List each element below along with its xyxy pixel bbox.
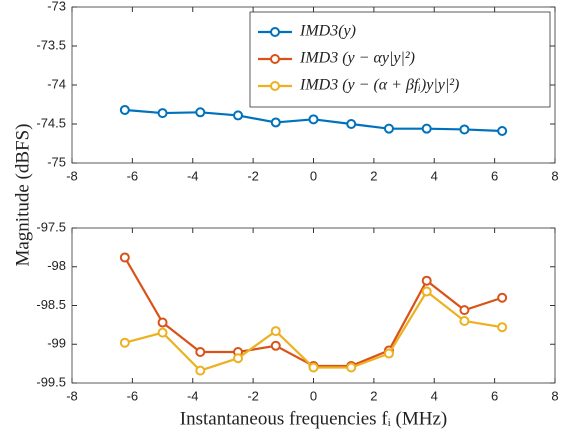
marker bbox=[195, 107, 206, 118]
x-tick-label: -2 bbox=[247, 388, 259, 403]
x-tick-label: 2 bbox=[370, 168, 377, 183]
marker bbox=[497, 126, 508, 137]
x-tick-label: 0 bbox=[310, 388, 317, 403]
legend-label: IMD3(y) bbox=[299, 23, 356, 40]
x-tick-label: 2 bbox=[370, 388, 377, 403]
x-tick-label: 4 bbox=[431, 168, 438, 183]
legend-label: IMD3 (y − αy|y|²) bbox=[299, 50, 415, 67]
y-axis-label: Magnitude (dBFS) bbox=[12, 123, 33, 266]
x-tick-label: -4 bbox=[187, 388, 199, 403]
x-tick-label: -8 bbox=[66, 168, 78, 183]
marker bbox=[459, 124, 470, 135]
marker bbox=[195, 365, 206, 376]
marker bbox=[346, 362, 357, 373]
x-tick-label: -4 bbox=[187, 168, 199, 183]
x-tick-label: -6 bbox=[127, 168, 139, 183]
x-tick-label: 0 bbox=[310, 168, 317, 183]
marker bbox=[195, 347, 206, 357]
marker bbox=[383, 348, 394, 359]
marker bbox=[421, 275, 432, 286]
marker bbox=[497, 292, 508, 303]
marker bbox=[308, 362, 319, 373]
legend-swatch bbox=[270, 81, 280, 91]
y-tick-label: -98 bbox=[47, 258, 66, 273]
marker bbox=[119, 252, 130, 263]
y-tick-label: -99 bbox=[47, 336, 66, 351]
x-tick-label: 8 bbox=[551, 388, 558, 403]
plot-box bbox=[71, 227, 556, 384]
marker bbox=[270, 326, 281, 337]
marker bbox=[459, 305, 470, 316]
y-tick-label: -97.5 bbox=[36, 219, 66, 234]
series-line bbox=[123, 256, 503, 368]
x-tick-label: 6 bbox=[491, 168, 498, 183]
x-tick-label: 6 bbox=[491, 388, 498, 403]
marker bbox=[497, 322, 508, 333]
marker bbox=[233, 110, 244, 121]
marker bbox=[459, 316, 470, 326]
legend-label: IMD3 (y − (α + βfᵢ)y|y|²) bbox=[299, 77, 459, 94]
x-tick-label: -2 bbox=[247, 168, 259, 183]
marker bbox=[270, 117, 281, 128]
legend-swatch bbox=[270, 54, 280, 64]
x-tick-label: 4 bbox=[431, 388, 438, 403]
y-tick-label: -73 bbox=[47, 0, 66, 13]
marker bbox=[119, 337, 130, 348]
y-tick-label: -74 bbox=[47, 76, 66, 91]
legend-swatch bbox=[270, 27, 280, 37]
x-tick-label: -6 bbox=[127, 388, 139, 403]
x-tick-label: 8 bbox=[551, 168, 558, 183]
marker bbox=[157, 317, 168, 328]
y-tick-label: -99.5 bbox=[36, 374, 66, 389]
marker bbox=[308, 114, 319, 125]
marker bbox=[346, 119, 357, 129]
series-line bbox=[124, 289, 503, 372]
marker bbox=[270, 340, 281, 351]
marker bbox=[383, 123, 394, 134]
y-tick-label: -74.5 bbox=[36, 115, 66, 130]
x-tick-label: -8 bbox=[66, 388, 78, 403]
marker bbox=[421, 286, 432, 297]
legend-box bbox=[249, 11, 551, 108]
y-tick-label: -75 bbox=[47, 154, 66, 169]
marker bbox=[421, 123, 432, 134]
marker bbox=[157, 327, 168, 338]
y-tick-label: -73.5 bbox=[36, 37, 66, 52]
marker bbox=[157, 108, 168, 119]
marker bbox=[233, 353, 244, 364]
x-axis-label: Instantaneous frequencies fᵢ (MHz) bbox=[180, 408, 447, 429]
y-tick-label: -98.5 bbox=[36, 297, 66, 312]
marker bbox=[119, 104, 130, 115]
